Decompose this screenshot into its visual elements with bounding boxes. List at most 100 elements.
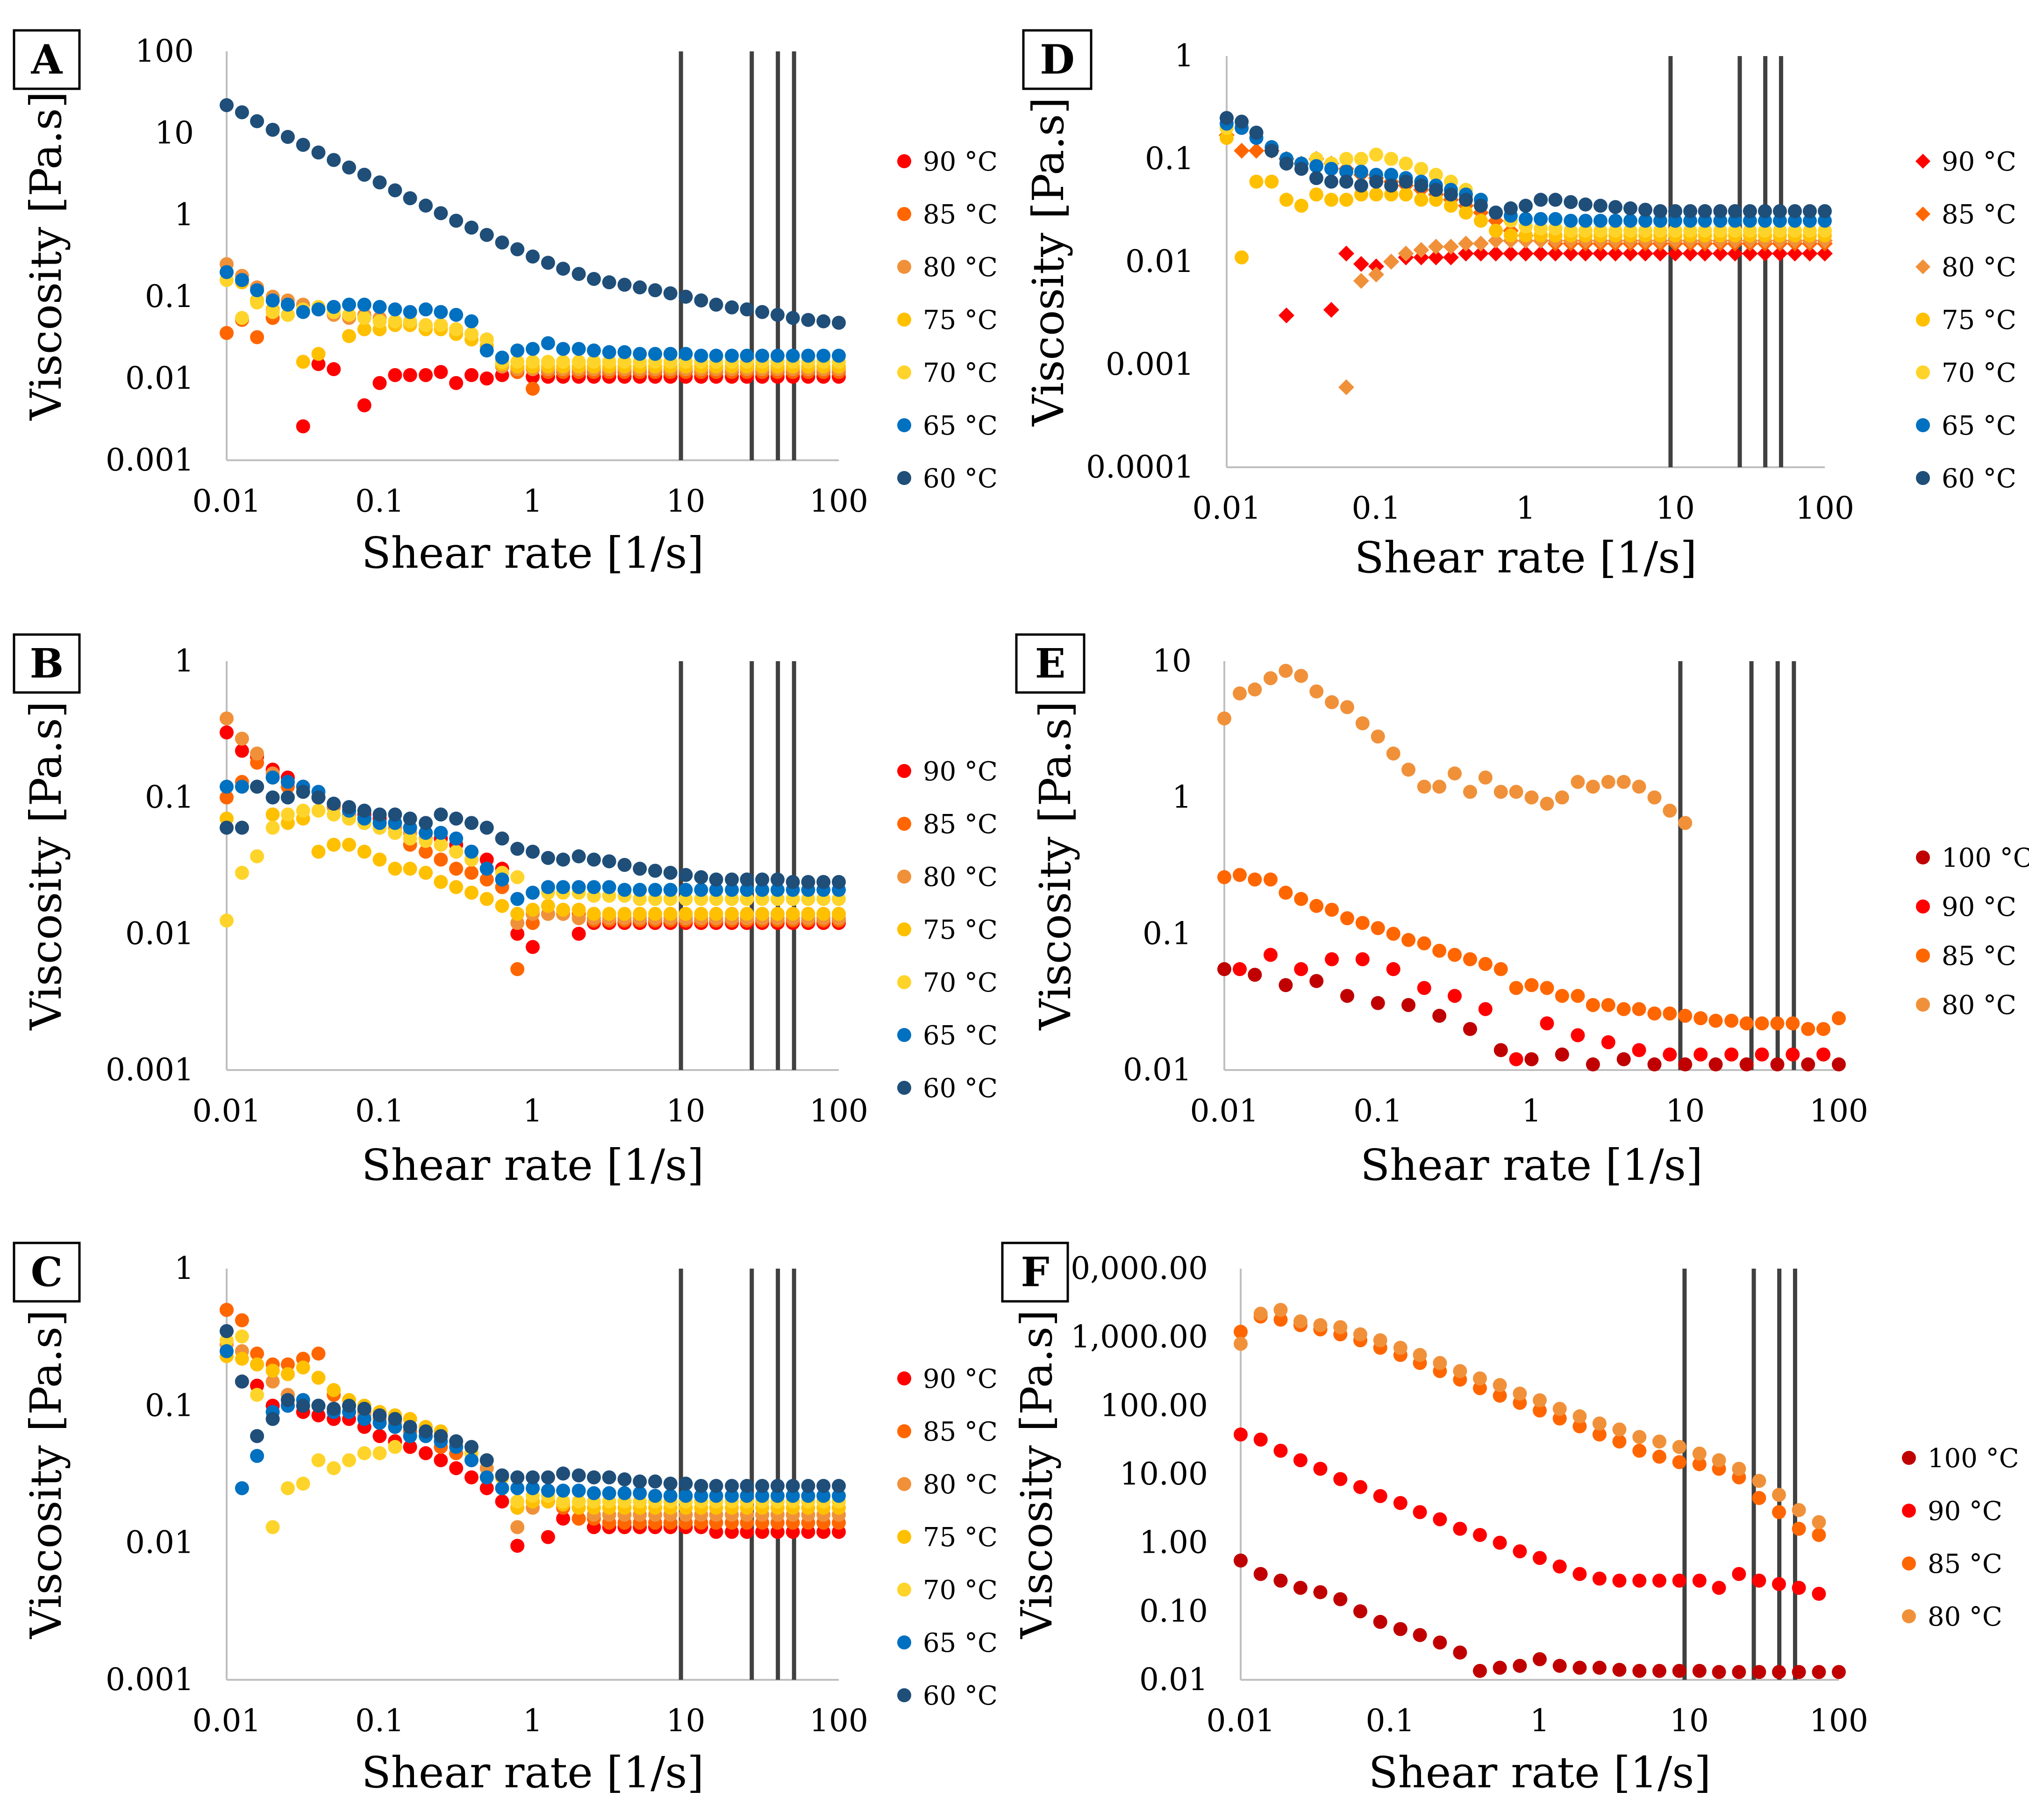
legend: 100 °C 90 °C 85 °C 80 °C [1902, 1443, 2019, 1632]
legend-label: 80 °C [923, 252, 998, 283]
data-point [1653, 214, 1667, 228]
legend-label: 85 °C [1942, 941, 2016, 971]
data-point [1355, 952, 1370, 966]
data-point [327, 300, 341, 314]
y-tick-label: 0.01 [1125, 243, 1194, 279]
data-point [1293, 1453, 1307, 1468]
data-point [280, 807, 295, 822]
data-point [586, 271, 601, 286]
data-point [1533, 1393, 1547, 1407]
y-tick-label: 100 [135, 33, 194, 69]
data-point [694, 349, 708, 363]
data-point [1493, 962, 1508, 977]
legend-marker [897, 975, 911, 989]
data-point [725, 872, 739, 887]
data-point [1217, 711, 1231, 726]
data-point [556, 1466, 571, 1481]
data-point [1801, 1057, 1815, 1071]
data-point [679, 1477, 693, 1491]
data-point [280, 130, 295, 144]
legend-marker [1916, 850, 1930, 864]
legend-label: 80 °C [923, 1470, 998, 1500]
data-point [357, 1412, 372, 1426]
data-point [464, 1440, 479, 1454]
data-point [709, 872, 723, 887]
data-point [556, 342, 571, 356]
data-point [464, 1470, 479, 1485]
legend-label: 85 °C [923, 809, 998, 840]
data-point [572, 355, 586, 369]
data-point [464, 221, 479, 235]
data-point [1572, 1419, 1587, 1434]
data-point [556, 1494, 571, 1509]
x-axis-title: Shear rate [1/s] [1360, 1140, 1703, 1190]
data-point [1369, 147, 1383, 162]
panel-label-box [1015, 633, 1086, 694]
data-point [250, 283, 264, 298]
data-point [1232, 868, 1247, 882]
x-axis-title: Shear rate [1/s] [362, 1748, 704, 1798]
data-point [1607, 245, 1623, 262]
legend: 90 °C 85 °C 80 °C 75 °C 70 °C 65 °C 60 °C [897, 147, 998, 494]
data-point [694, 293, 708, 308]
data-point [1752, 1474, 1766, 1488]
data-point [1324, 162, 1338, 176]
data-point [572, 1494, 586, 1509]
data-point [725, 349, 739, 363]
data-point [1586, 1057, 1600, 1071]
data-point [725, 1489, 739, 1503]
data-point [586, 1470, 601, 1485]
x-tick-label: 0.01 [1193, 490, 1261, 526]
data-point [434, 826, 448, 840]
data-point [1712, 245, 1729, 262]
data-point [1472, 1381, 1487, 1395]
data-point [479, 821, 494, 835]
data-point [1692, 1663, 1707, 1678]
data-point [372, 1446, 387, 1461]
data-point [1472, 236, 1489, 252]
data-point [250, 114, 264, 128]
data-point [357, 803, 372, 818]
legend-marker [897, 418, 911, 432]
data-point [220, 1303, 234, 1317]
data-point [1429, 193, 1443, 207]
legend-label: 90 °C [923, 1364, 998, 1394]
data-point [1772, 204, 1787, 218]
data-point [572, 849, 586, 864]
data-point [1273, 1443, 1288, 1458]
x-tick-label: 10 [1656, 490, 1695, 526]
y-tick-label: 1 [174, 1250, 194, 1286]
data-point [449, 376, 464, 390]
data-point [464, 816, 479, 830]
y-tick-label: 0.001 [106, 442, 194, 478]
data-point [342, 329, 357, 343]
data-point [1488, 245, 1504, 262]
data-point [1263, 948, 1278, 962]
data-point [541, 1530, 555, 1544]
data-point [1533, 1403, 1547, 1418]
legend: 90 °C 85 °C 80 °C 75 °C 70 °C 65 °C 60 °C [897, 1364, 998, 1711]
data-point [1817, 245, 1833, 262]
data-point [1653, 204, 1667, 218]
x-axis-title: Shear rate [1/s] [1355, 533, 1697, 583]
data-point [617, 278, 632, 292]
data-point [220, 1324, 234, 1338]
x-axis-title: Shear rate [1/s] [362, 1140, 704, 1190]
data-point [709, 906, 723, 921]
data-point [1383, 254, 1400, 270]
data-point [434, 1429, 448, 1443]
data-point [1265, 143, 1279, 158]
legend-marker [897, 154, 911, 168]
data-point [327, 807, 341, 822]
data-point [740, 883, 754, 897]
series-75c [220, 779, 846, 921]
data-point [1414, 178, 1429, 193]
data-point [479, 1470, 494, 1485]
data-point [510, 1520, 525, 1535]
data-point [556, 902, 571, 917]
data-point [1652, 1573, 1667, 1588]
data-point [1232, 962, 1247, 977]
data-point [1355, 716, 1370, 730]
data-point [1353, 1480, 1368, 1494]
data-point [419, 826, 433, 840]
